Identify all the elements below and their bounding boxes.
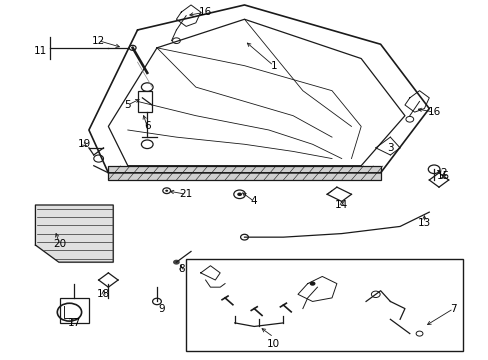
Text: 12: 12 bbox=[92, 36, 105, 46]
Text: 7: 7 bbox=[449, 303, 456, 314]
Bar bbox=[60, 298, 89, 323]
Text: 14: 14 bbox=[334, 200, 347, 210]
Bar bbox=[108, 166, 380, 180]
Text: 13: 13 bbox=[417, 218, 430, 228]
Text: 10: 10 bbox=[266, 339, 280, 349]
Text: 9: 9 bbox=[158, 303, 165, 314]
Circle shape bbox=[309, 282, 315, 286]
Bar bbox=[186, 258, 462, 351]
Circle shape bbox=[165, 190, 168, 192]
Text: 6: 6 bbox=[143, 121, 150, 131]
Text: 16: 16 bbox=[427, 107, 440, 117]
Text: 5: 5 bbox=[124, 100, 131, 110]
Circle shape bbox=[237, 193, 242, 196]
Text: 4: 4 bbox=[250, 197, 257, 206]
Text: 17: 17 bbox=[67, 318, 81, 328]
Text: 11: 11 bbox=[34, 46, 47, 57]
Text: 19: 19 bbox=[77, 139, 90, 149]
Bar bbox=[137, 91, 152, 112]
Text: 18: 18 bbox=[97, 289, 110, 299]
Text: 16: 16 bbox=[199, 7, 212, 17]
Text: 20: 20 bbox=[53, 239, 66, 249]
Text: 2: 2 bbox=[440, 168, 446, 178]
Text: 8: 8 bbox=[178, 264, 184, 274]
Text: 21: 21 bbox=[179, 189, 192, 199]
Text: 1: 1 bbox=[270, 61, 276, 71]
Text: 15: 15 bbox=[436, 171, 449, 181]
Circle shape bbox=[173, 260, 180, 265]
Polygon shape bbox=[35, 205, 113, 262]
Text: 3: 3 bbox=[386, 143, 393, 153]
